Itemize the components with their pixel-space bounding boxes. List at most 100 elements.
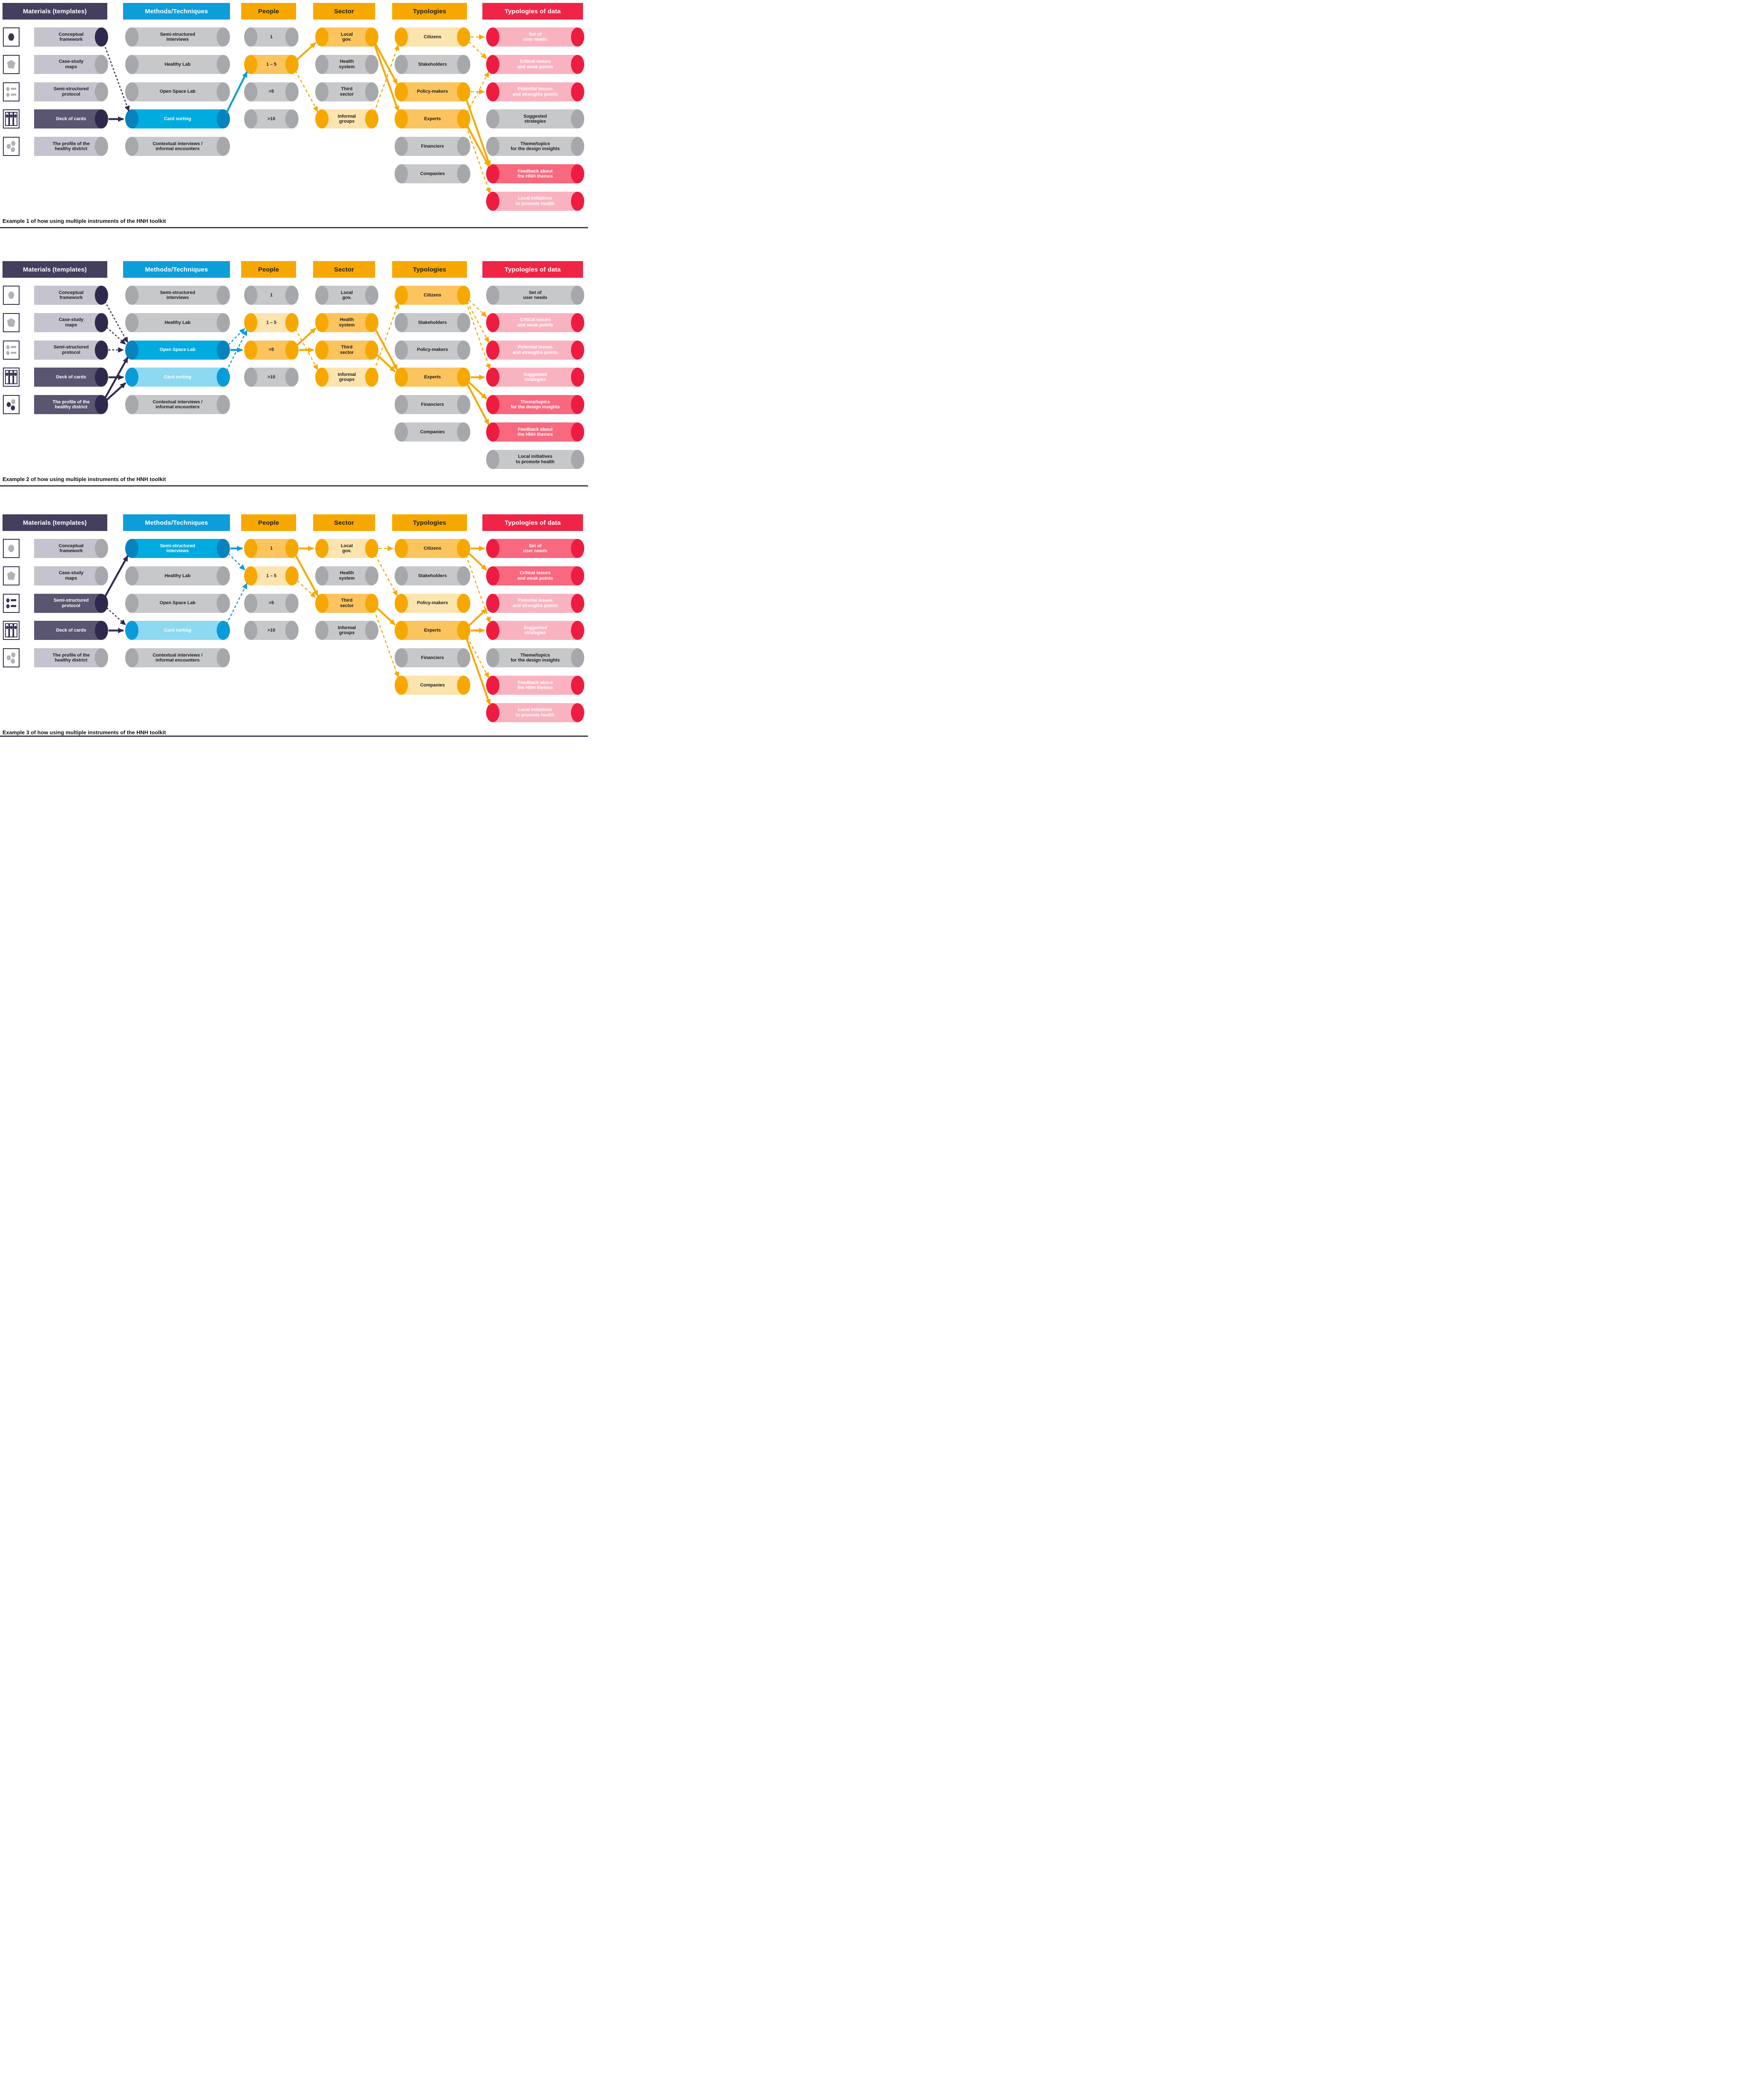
- pill-right-cap: [571, 703, 584, 722]
- pill-body: [322, 539, 372, 558]
- pill-semi-structured-interviews: Semi-structured interviews: [125, 539, 230, 558]
- pill-body: [493, 621, 578, 640]
- pill-body: [34, 648, 101, 668]
- pill-body: [132, 137, 223, 156]
- pill-theme-topics-for-the-design-insights: Theme/topics for the design insights: [486, 395, 584, 415]
- pill-right-cap: [571, 621, 584, 640]
- pill-set-of-user-needs: Set of user needs: [486, 27, 584, 47]
- pill-left-cap: [486, 449, 499, 469]
- column-header-sector: Sector: [313, 261, 375, 278]
- pill-body: [34, 137, 101, 156]
- arrow-sector.2-to-typologies.3: [376, 607, 396, 626]
- pill-label: Stakeholders: [418, 320, 447, 325]
- pill-body: [322, 313, 372, 332]
- pill-1: 1: [244, 286, 299, 305]
- pill-right-cap: [365, 286, 378, 305]
- pill-semi-structured-protocol: Semi-structured protocol: [34, 593, 108, 613]
- pill-body: [251, 82, 292, 101]
- pill-body: [34, 54, 101, 74]
- pill-label: Local initiatives to promote health: [516, 707, 555, 718]
- pill-financiers: Financiers: [395, 137, 470, 156]
- pill-right-cap: [571, 340, 584, 360]
- pill-1-5: 1 – 5: [244, 54, 299, 74]
- pill-right-cap: [285, 109, 299, 129]
- case-study-maps-icon: [3, 313, 20, 332]
- pill-label: Informal groups: [338, 114, 356, 124]
- pill-label: Local gov.: [341, 543, 353, 553]
- pill-body: [322, 368, 372, 387]
- arrow-materials.4-to-methods.2: [104, 357, 129, 399]
- pill-body: [132, 27, 223, 47]
- pill-right-cap: [457, 539, 470, 558]
- pill-contextual-interviews-informal-encounters: Contextual interviews / informal encount…: [125, 648, 230, 668]
- pill-informal-groups: Informal groups: [315, 109, 378, 129]
- pill-label: Feedback about the HNH themes: [517, 427, 553, 437]
- pill-label: Healthy Lab: [164, 573, 191, 578]
- pill-deck-of-cards: Deck of cards: [34, 109, 108, 129]
- pill-label: Suggested strategies: [523, 114, 547, 124]
- pill-left-cap: [395, 109, 408, 129]
- pill-left-cap: [486, 703, 499, 722]
- pill-label: Health system: [339, 570, 355, 581]
- pill-left-cap: [395, 593, 408, 613]
- pill-body: [34, 593, 101, 613]
- arrow-sector.1-to-typologies.3: [374, 328, 398, 370]
- pill-body: [251, 286, 292, 305]
- pill-card-sorting: Card sorting: [125, 368, 230, 387]
- pill-label: Potential issues and strengths points: [512, 345, 558, 355]
- pill-label: Financiers: [421, 402, 444, 407]
- pill-label: Health system: [339, 317, 355, 328]
- pill-left-cap: [315, 286, 329, 305]
- pill-healthy-lab: Healthy Lab: [125, 566, 230, 585]
- pill-left-cap: [244, 286, 257, 305]
- column-header-sector: Sector: [313, 514, 375, 531]
- pill-right-cap: [571, 368, 584, 387]
- pill-right-cap: [571, 566, 584, 585]
- pill-health-system: Health system: [315, 54, 378, 74]
- pill-body: [34, 27, 101, 47]
- arrow-typologies.0-to-data.1: [468, 41, 487, 59]
- pill-body: [401, 566, 464, 585]
- pill-right-cap: [457, 54, 470, 74]
- pill-local-gov: Local gov.: [315, 286, 378, 305]
- pill-left-cap: [395, 422, 408, 442]
- pill-experts: Experts: [395, 621, 470, 640]
- pill-stakeholders: Stakeholders: [395, 313, 470, 332]
- pill-label: Financiers: [421, 144, 444, 149]
- pill-suggested-strategies: Suggested strategies: [486, 368, 584, 387]
- healthy-district-profile-icon: [3, 137, 20, 156]
- example-caption: Example 1 of how using multiple instrume…: [2, 218, 166, 224]
- pill-right-cap: [95, 109, 108, 129]
- pill-right-cap: [95, 340, 108, 360]
- pill-body: [132, 395, 223, 415]
- pill-open-space-lab: Open Space Lab: [125, 593, 230, 613]
- pill-body: [132, 82, 223, 101]
- pill-body: [493, 395, 578, 415]
- pill-companies: Companies: [395, 422, 470, 442]
- pill-left-cap: [125, 27, 138, 47]
- pill-the-profile-of-the-healthy-district: The profile of the healthy district: [34, 395, 108, 415]
- pill-label: Set of user needs: [523, 290, 548, 300]
- arrow-materials.0-to-methods.2: [104, 301, 128, 343]
- pill-5: >5: [244, 82, 299, 101]
- pill-label: Feedback about the HNH themes: [517, 168, 553, 179]
- pill-local-initiatives-to-promote-health: Local initiatives to promote health: [486, 703, 584, 722]
- pill-informal-groups: Informal groups: [315, 368, 378, 387]
- pill-label: Suggested strategies: [523, 625, 547, 636]
- pill-health-system: Health system: [315, 566, 378, 585]
- pill-experts: Experts: [395, 109, 470, 129]
- column-header-methods: Methods/Techniques: [123, 3, 230, 20]
- pill-body: [401, 422, 464, 442]
- pill-stakeholders: Stakeholders: [395, 566, 470, 585]
- pill-left-cap: [315, 109, 329, 129]
- pill-left-cap: [486, 422, 499, 442]
- pill-10: >10: [244, 368, 299, 387]
- pill-body: [493, 137, 578, 156]
- pill-body: [401, 368, 464, 387]
- arrow-people.1-to-sector.3: [295, 328, 319, 370]
- example-caption: Example 3 of how using multiple instrume…: [2, 729, 166, 736]
- pill-label: The profile of the healthy district: [52, 141, 90, 152]
- pill-body: [132, 54, 223, 74]
- pill-health-system: Health system: [315, 313, 378, 332]
- pill-right-cap: [571, 593, 584, 613]
